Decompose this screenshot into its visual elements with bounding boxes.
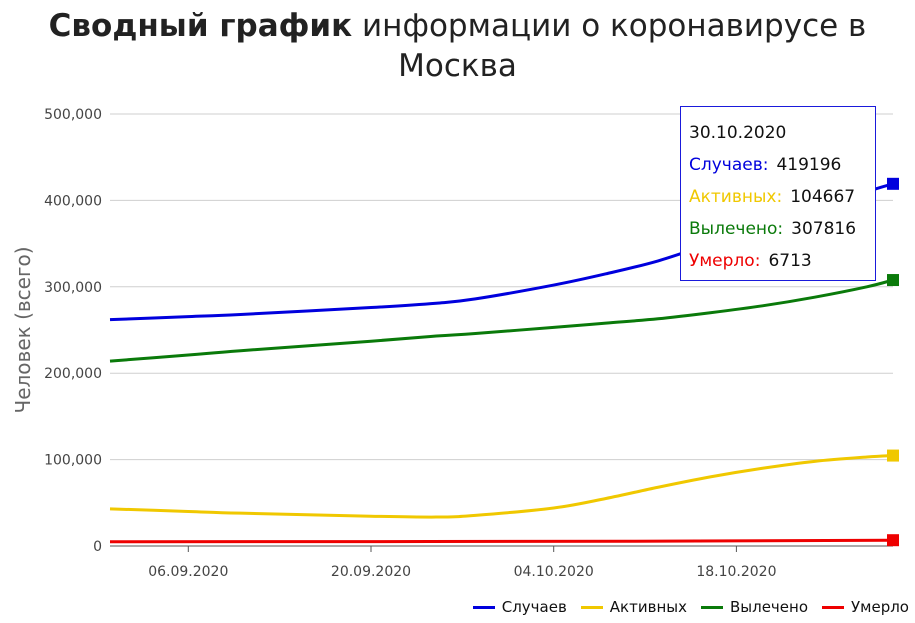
legend-label-cases: Случаев bbox=[501, 598, 567, 616]
tooltip-row-recovered: Вылечено: 307816 bbox=[689, 213, 875, 245]
series-marker-cases[interactable] bbox=[887, 177, 899, 190]
series-marker-active[interactable] bbox=[887, 449, 899, 462]
legend-item-deaths[interactable]: Умерло bbox=[822, 598, 909, 616]
legend: Случаев Активных Вылечено Умерло bbox=[472, 598, 909, 616]
y-tick-label: 400,000 bbox=[44, 193, 102, 209]
legend-swatch-cases bbox=[472, 605, 495, 609]
series-markers bbox=[887, 177, 899, 547]
legend-label-recovered: Вылечено bbox=[729, 598, 809, 616]
legend-item-recovered[interactable]: Вылечено bbox=[700, 598, 809, 616]
chart-title-rest: информации о коронавирусе в Москва bbox=[352, 8, 867, 84]
x-axis-ticks: 06.09.2020 20.09.2020 04.10.2020 18.10.2020 bbox=[148, 546, 776, 580]
y-tick-label: 500,000 bbox=[44, 107, 102, 123]
y-axis-ticks: 0 100,000 200,000 300,000 400,000 500,000 bbox=[44, 107, 102, 555]
tooltip-label-recovered: Вылечено: bbox=[689, 219, 784, 239]
tooltip: 30.10.2020 Случаев: 419196 Активных: 10466… bbox=[680, 106, 876, 281]
y-tick-label: 300,000 bbox=[44, 280, 102, 296]
y-tick-label: 0 bbox=[93, 539, 102, 555]
legend-swatch-deaths bbox=[822, 605, 845, 609]
tooltip-label-active: Активных: bbox=[689, 187, 783, 207]
y-axis-label: Человек (всего) bbox=[11, 246, 35, 413]
chart-title: Сводный график информации о коронавирусе… bbox=[0, 6, 915, 86]
legend-item-active[interactable]: Активных bbox=[580, 598, 687, 616]
tooltip-value-cases: 419196 bbox=[776, 155, 842, 175]
tooltip-row-deaths: Умерло: 6713 bbox=[689, 245, 875, 277]
tooltip-value-deaths: 6713 bbox=[768, 251, 812, 271]
series-marker-deaths[interactable] bbox=[887, 534, 899, 547]
series-line-deaths bbox=[109, 538, 894, 544]
tooltip-date: 30.10.2020 bbox=[689, 123, 787, 143]
tooltip-label-cases: Случаев: bbox=[689, 155, 769, 175]
legend-swatch-active bbox=[580, 605, 603, 609]
legend-swatch-recovered bbox=[700, 605, 723, 609]
x-tick-label: 04.10.2020 bbox=[514, 564, 594, 580]
x-tick-label: 06.09.2020 bbox=[148, 564, 228, 580]
x-tick-label: 20.09.2020 bbox=[331, 564, 411, 580]
y-tick-label: 100,000 bbox=[44, 453, 102, 469]
x-tick-label: 18.10.2020 bbox=[696, 564, 776, 580]
y-tick-label: 200,000 bbox=[44, 366, 102, 382]
tooltip-row-active: Активных: 104667 bbox=[689, 181, 875, 213]
tooltip-label-deaths: Умерло: bbox=[689, 251, 761, 271]
chart-title-bold: Сводный график bbox=[48, 8, 353, 44]
series-marker-recovered[interactable] bbox=[887, 274, 899, 287]
legend-item-cases[interactable]: Случаев bbox=[472, 598, 567, 616]
legend-label-deaths: Умерло bbox=[851, 598, 909, 616]
series-line-active bbox=[109, 454, 894, 519]
legend-label-active: Активных bbox=[609, 598, 687, 616]
tooltip-value-recovered: 307816 bbox=[791, 219, 857, 239]
tooltip-row-cases: Случаев: 419196 bbox=[689, 149, 875, 181]
tooltip-value-active: 104667 bbox=[790, 187, 856, 207]
series-line-recovered bbox=[109, 278, 894, 363]
